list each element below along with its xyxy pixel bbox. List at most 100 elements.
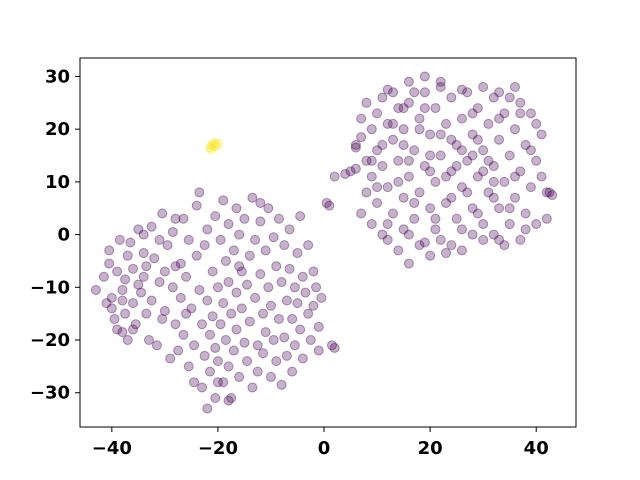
scatter-point <box>441 197 452 208</box>
scatter-point <box>345 166 356 177</box>
scatter-point <box>504 150 515 161</box>
scatter-point <box>483 118 494 129</box>
scatter-point <box>189 340 200 351</box>
scatter-point <box>159 306 170 317</box>
scatter-point <box>292 298 303 309</box>
scatter-point <box>212 282 223 293</box>
scatter-point <box>462 155 473 166</box>
scatter-point <box>178 213 189 224</box>
scatter-point <box>366 124 377 135</box>
scatter-point <box>356 208 367 219</box>
y-tick-label: 10 <box>45 172 70 193</box>
scatter-point <box>441 248 452 259</box>
scatter-point <box>223 277 234 288</box>
scatter-point <box>531 155 542 166</box>
scatter-point <box>204 366 215 377</box>
scatter-point <box>146 295 157 306</box>
scatter-point <box>398 103 409 114</box>
scatter-point <box>223 395 234 406</box>
scatter-point <box>509 171 520 182</box>
scatter-point <box>456 224 467 235</box>
scatter-point <box>273 213 284 224</box>
scatter-point <box>125 237 136 248</box>
scatter-point <box>430 176 441 187</box>
scatter-point <box>199 350 210 361</box>
scatter-point <box>350 142 361 153</box>
scatter-point <box>321 197 332 208</box>
scatter-point <box>268 335 279 346</box>
scatter-point <box>218 195 229 206</box>
scatter-point <box>247 192 258 203</box>
scatter-point <box>206 144 217 155</box>
scatter-point <box>499 176 510 187</box>
scatter-point <box>467 108 478 119</box>
scatter-point <box>303 308 314 319</box>
scatter-point <box>403 97 414 108</box>
scatter-point <box>120 308 131 319</box>
scatter-point <box>494 113 505 124</box>
scatter-point <box>292 248 303 259</box>
scatter-point <box>382 84 393 95</box>
scatter-point <box>316 292 327 303</box>
scatter-point <box>220 255 231 266</box>
x-axis: −40 −20 0 20 40 <box>92 427 549 459</box>
scatter-point <box>414 124 425 135</box>
scatter-point <box>98 271 109 282</box>
scatter-point <box>536 171 547 182</box>
scatter-point <box>215 234 226 245</box>
scatter-point <box>361 97 372 108</box>
scatter-point <box>207 266 218 277</box>
scatter-point <box>271 356 282 367</box>
scatter-point <box>446 166 457 177</box>
scatter-point <box>191 200 202 211</box>
scatter-point <box>146 221 157 232</box>
scatter-point <box>194 284 205 295</box>
scatter-point <box>170 319 181 330</box>
scatter-point <box>117 327 128 338</box>
scatter-point <box>191 250 202 261</box>
scatter-point <box>419 71 430 82</box>
scatter-point <box>419 161 430 172</box>
scatter-point <box>441 171 452 182</box>
scatter-point <box>170 213 181 224</box>
scatter-point <box>202 224 213 235</box>
scatter-point <box>467 129 478 140</box>
x-tick-label: −40 <box>92 438 132 459</box>
scatter-point <box>276 379 287 390</box>
points-layer <box>90 71 558 414</box>
scatter-point <box>520 139 531 150</box>
scatter-point <box>425 203 436 214</box>
scatter-point <box>372 145 383 156</box>
scatter-point <box>361 155 372 166</box>
scatter-point <box>393 245 404 256</box>
scatter-point <box>311 282 322 293</box>
scatter-point <box>472 171 483 182</box>
scatter-point <box>446 240 457 251</box>
scatter-point <box>509 124 520 135</box>
scatter-point <box>202 403 213 414</box>
scatter-point <box>279 240 290 251</box>
scatter-point <box>281 350 292 361</box>
scatter-point <box>456 145 467 156</box>
scatter-point <box>281 295 292 306</box>
scatter-point <box>544 187 555 198</box>
scatter-point <box>122 335 133 346</box>
scatter-point <box>226 393 237 404</box>
scatter-point <box>154 234 165 245</box>
scatter-point <box>488 161 499 172</box>
scatter-point <box>141 261 152 272</box>
scatter-point <box>425 129 436 140</box>
scatter-point <box>494 234 505 245</box>
scatter-point <box>90 284 101 295</box>
scatter-point <box>204 329 215 340</box>
scatter-point <box>250 234 261 245</box>
scatter-point <box>258 308 269 319</box>
scatter-point <box>488 92 499 103</box>
scatter-point <box>504 203 515 214</box>
scatter-point <box>446 92 457 103</box>
scatter-point <box>366 171 377 182</box>
scatter-point <box>414 240 425 251</box>
scatter-point <box>499 240 510 251</box>
scatter-point <box>356 132 367 143</box>
scatter-point <box>112 266 123 277</box>
